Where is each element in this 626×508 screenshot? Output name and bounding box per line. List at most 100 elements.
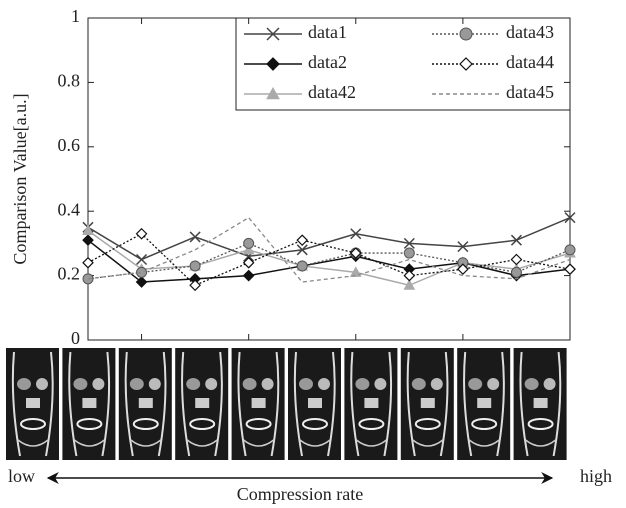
- marker-diamond: [135, 227, 148, 240]
- marker-circle: [243, 237, 255, 249]
- thumb-jaw: [243, 439, 275, 447]
- marker-triangle: [403, 279, 416, 290]
- marker-diamond: [457, 263, 469, 276]
- legend-label: data45: [506, 82, 554, 102]
- legend-label: data2: [308, 52, 347, 72]
- thumb-mouth: [302, 418, 328, 430]
- thumb-mouth: [245, 418, 272, 430]
- legend-marker: [266, 27, 280, 41]
- thumb-mouth: [527, 418, 554, 430]
- thumb-jaw: [355, 439, 387, 447]
- x-axis-label: Compression rate: [237, 484, 363, 504]
- thumbnail: [175, 348, 229, 460]
- marker-diamond: [349, 247, 362, 259]
- y-tick-label: 0.4: [58, 199, 81, 219]
- thumb-nose: [82, 398, 97, 408]
- image-strip: [6, 348, 567, 460]
- marker-diamond: [403, 269, 416, 282]
- series-line: [87, 229, 571, 287]
- thumb-outline: [406, 351, 449, 457]
- series-line: [87, 242, 571, 280]
- marker-x: [189, 231, 201, 243]
- thumb-eye: [430, 378, 443, 390]
- thumbnail: [513, 348, 567, 460]
- thumb-outline: [124, 351, 167, 457]
- thumb-eye: [73, 378, 88, 390]
- marker-diamond: [82, 234, 94, 247]
- marker-diamond: [296, 234, 309, 247]
- thumb-outline: [68, 351, 111, 457]
- thumbnail: [344, 348, 398, 460]
- marker-triangle: [82, 224, 94, 236]
- thumb-jaw: [130, 439, 162, 447]
- thumb-eye: [261, 378, 274, 390]
- marker-diamond: [242, 269, 255, 282]
- thumb-nose: [364, 398, 379, 408]
- thumb-eye: [36, 378, 48, 390]
- marker-x: [296, 244, 308, 256]
- marker-diamond: [135, 276, 148, 288]
- thumb-eye: [17, 378, 31, 390]
- thumb-eye: [186, 378, 201, 390]
- marker-triangle: [349, 266, 362, 277]
- thumbnail: [457, 348, 511, 460]
- marker-x: [457, 241, 469, 253]
- y-axis-label: Comparison Value[a.u.]: [10, 93, 30, 264]
- marker-circle: [189, 260, 201, 272]
- y-tick-label: 1: [71, 6, 80, 26]
- thumbnail: [400, 348, 454, 460]
- legend-marker: [266, 57, 280, 71]
- thumbnail: [62, 348, 116, 460]
- legend-marker: [266, 86, 280, 100]
- thumb-nose: [477, 398, 492, 408]
- thumb-eye: [524, 378, 539, 390]
- marker-diamond: [242, 256, 255, 269]
- marker-diamond: [189, 279, 201, 292]
- marker-x: [403, 237, 415, 249]
- marker-diamond: [510, 253, 523, 266]
- thumb-nose: [308, 398, 322, 408]
- thumb-jaw: [468, 439, 500, 447]
- thumb-nose: [195, 398, 210, 408]
- thumb-mouth: [471, 418, 498, 430]
- thumb-eye: [242, 378, 257, 390]
- thumb-jaw: [73, 439, 105, 447]
- thumb-mouth: [358, 418, 385, 430]
- thumb-eye: [92, 378, 105, 390]
- marker-diamond: [564, 263, 576, 276]
- thumb-mouth: [132, 418, 159, 430]
- marker-triangle: [242, 243, 255, 255]
- legend-marker: [459, 27, 473, 41]
- marker-circle: [403, 247, 415, 259]
- y-tick-label: 0.8: [58, 71, 81, 91]
- thumb-outline: [237, 351, 280, 457]
- thumbnail: [118, 348, 172, 460]
- thumb-eye: [411, 378, 426, 390]
- thumb-jaw: [299, 439, 331, 447]
- thumb-mouth: [76, 418, 103, 430]
- thumb-eye: [355, 378, 370, 390]
- thumb-eye: [129, 378, 144, 390]
- thumb-eye: [148, 378, 161, 390]
- thumb-outline: [11, 351, 54, 457]
- series-line: [87, 216, 571, 261]
- y-tick-label: 0.2: [58, 264, 81, 284]
- thumb-eye: [318, 378, 330, 390]
- thumb-outline: [519, 351, 562, 457]
- thumb-eye: [468, 378, 483, 390]
- thumbnail: [6, 348, 59, 460]
- legend-label: data42: [308, 82, 356, 102]
- thumb-nose: [26, 398, 40, 408]
- thumb-nose: [138, 398, 153, 408]
- thumbnail: [231, 348, 285, 460]
- marker-x: [510, 234, 522, 246]
- low-label: low: [8, 466, 35, 486]
- thumb-outline: [181, 351, 223, 457]
- thumb-outline: [293, 351, 336, 457]
- marker-circle: [136, 266, 148, 278]
- thumb-eye: [374, 378, 387, 390]
- marker-circle: [296, 260, 308, 272]
- legend-marker: [459, 57, 473, 71]
- legend-label: data43: [506, 22, 554, 42]
- series-line: [87, 232, 571, 287]
